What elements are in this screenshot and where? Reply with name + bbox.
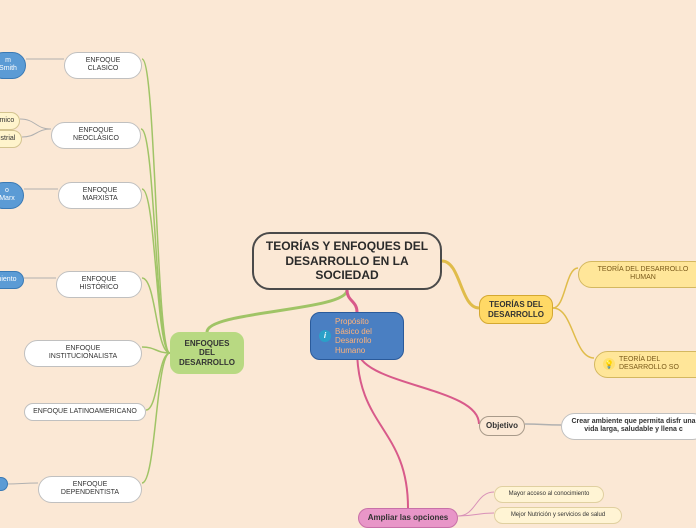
node-label: ENFOQUE INSTITUCIONALISTA — [33, 345, 133, 362]
node-crear-ambiente[interactable]: Crear ambiente que permita disfr una vid… — [561, 413, 696, 440]
node-label: ENFOQUE CLASICO — [73, 57, 133, 74]
node-marxista[interactable]: ENFOQUE MARXISTA — [58, 182, 142, 209]
node-frag1[interactable] — [0, 477, 8, 491]
node-acceso[interactable]: Mayor acceso al conocimiento — [494, 486, 604, 503]
node-enfoques[interactable]: ENFOQUES DEL DESARROLLO — [170, 332, 244, 374]
info-icon: i — [319, 330, 331, 342]
node-omico[interactable]: ómico — [0, 112, 20, 130]
node-label: TEORÍAS DEL DESARROLLO — [488, 300, 544, 319]
node-label: TEORÍA DEL DESARROLLO SO — [619, 356, 696, 373]
node-ampliar[interactable]: Ampliar las opciones — [358, 508, 458, 528]
node-label: Mayor acceso al conocimiento — [509, 491, 590, 498]
node-latino[interactable]: ENFOQUE LATINOAMERICANO — [24, 403, 146, 421]
node-teoria-so[interactable]: 💡 TEORÍA DEL DESARROLLO SO — [594, 351, 696, 378]
node-label: TEORÍAS Y ENFOQUES DEL DESARROLLO EN LA … — [262, 239, 432, 282]
node-label: o Marx — [0, 187, 15, 204]
node-neoclasico[interactable]: ENFOQUE NEOCLÁSICO — [51, 122, 141, 149]
node-label: Propósito Básico del Desarrollo Humano — [335, 317, 395, 355]
node-label: ustrial — [0, 135, 15, 143]
node-label: ENFOQUE NEOCLÁSICO — [60, 127, 132, 144]
node-label: ENFOQUE LATINOAMERICANO — [33, 408, 137, 416]
node-teorias[interactable]: TEORÍAS DEL DESARROLLO — [479, 295, 553, 324]
node-marx[interactable]: o Marx — [0, 182, 24, 209]
node-label: niento — [0, 276, 17, 284]
node-nutricion[interactable]: Mejor Nutrición y servicios de salud — [494, 507, 622, 524]
node-label: Ampliar las opciones — [368, 513, 448, 523]
mindmap-canvas[interactable]: TEORÍAS Y ENFOQUES DEL DESARROLLO EN LA … — [0, 0, 696, 520]
node-label: ómico — [0, 117, 14, 125]
node-historico[interactable]: ENFOQUE HISTÓRICO — [56, 271, 142, 298]
node-label: ENFOQUES DEL DESARROLLO — [179, 339, 235, 368]
node-label: ENFOQUE DEPENDENTISTA — [47, 481, 133, 498]
node-clasico[interactable]: ENFOQUE CLASICO — [64, 52, 142, 79]
bulb-icon: 💡 — [603, 358, 615, 370]
node-objetivo[interactable]: Objetivo — [479, 416, 525, 436]
node-label: TEORÍA DEL DESARROLLO HUMAN — [587, 266, 696, 283]
node-label: ENFOQUE HISTÓRICO — [65, 276, 133, 293]
node-root[interactable]: TEORÍAS Y ENFOQUES DEL DESARROLLO EN LA … — [252, 232, 442, 290]
node-ustrial[interactable]: ustrial — [0, 130, 22, 148]
node-dependentista[interactable]: ENFOQUE DEPENDENTISTA — [38, 476, 142, 503]
node-smith[interactable]: m Smith — [0, 52, 26, 79]
node-institucional[interactable]: ENFOQUE INSTITUCIONALISTA — [24, 340, 142, 367]
node-label: ENFOQUE MARXISTA — [67, 187, 133, 204]
node-teoria-humano[interactable]: TEORÍA DEL DESARROLLO HUMAN — [578, 261, 696, 288]
node-label: m Smith — [0, 57, 17, 74]
node-label: Objetivo — [486, 421, 518, 431]
node-proposito[interactable]: i Propósito Básico del Desarrollo Humano — [310, 312, 404, 360]
node-niento[interactable]: niento — [0, 271, 24, 289]
node-label: Crear ambiente que permita disfr una vid… — [570, 418, 696, 435]
node-label: Mejor Nutrición y servicios de salud — [511, 512, 605, 519]
